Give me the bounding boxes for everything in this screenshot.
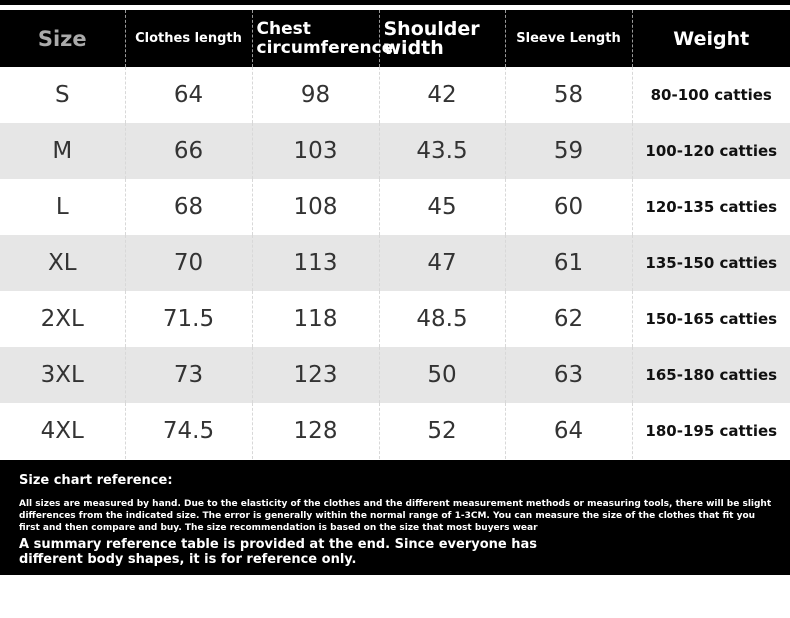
table-cell: 2XL	[40, 306, 84, 332]
table-cell: 47	[378, 235, 505, 291]
table-cell: 64	[504, 403, 632, 459]
table-cell: 60	[504, 179, 632, 235]
table-row: 2XL 71.5 118 48.5 62 150-165 catties	[0, 291, 790, 347]
table-cell: 71.5	[124, 291, 252, 347]
table-cell: S	[54, 82, 70, 108]
table-cell: 63	[504, 347, 632, 403]
table-cell: 98	[251, 67, 379, 123]
table-cell: 64	[124, 67, 252, 123]
table-cell: 128	[251, 403, 379, 459]
table-cell: 80-100 catties	[631, 67, 790, 123]
table-cell: 120-135 catties	[631, 179, 790, 235]
table-row: 4XL 74.5 128 52 64 180-195 catties	[0, 403, 790, 459]
table-cell: 70	[124, 235, 252, 291]
size-table: Size Clothes length Chest circumference Sho…	[0, 10, 790, 459]
table-cell: 180-195 catties	[631, 403, 790, 459]
note-summary: A summary reference table is provided at…	[19, 537, 538, 567]
table-cell: 74.5	[124, 403, 252, 459]
table-cell: 4XL	[40, 418, 84, 444]
table-row: L 68 108 45 60 120-135 catties	[0, 179, 790, 235]
column-header: Size	[0, 10, 125, 67]
table-cell: 73	[124, 347, 252, 403]
note-title: Size chart reference:	[19, 473, 173, 488]
table-cell: 62	[504, 291, 632, 347]
table-row: S 64 98 42 58 80-100 catties	[0, 67, 790, 123]
table-cell: 118	[251, 291, 379, 347]
note-body: All sizes are measured by hand. Due to t…	[19, 499, 772, 533]
table-cell: 150-165 catties	[631, 291, 790, 347]
note-panel: Size chart reference: All sizes are meas…	[0, 460, 790, 575]
table-cell: 43.5	[378, 123, 505, 179]
table-cell: 48.5	[378, 291, 505, 347]
table-cell: 50	[378, 347, 505, 403]
table-body: S 64 98 42 58 80-100 catties M 66 103 43.5 59 100-1…	[0, 67, 790, 459]
table-cell: 68	[124, 179, 252, 235]
column-header: Shoulder width	[378, 10, 505, 67]
table-cell: XL	[0, 235, 125, 291]
table-cell: 103	[251, 123, 379, 179]
table-cell: 58	[504, 67, 632, 123]
table-cell: 100-120 catties	[631, 123, 790, 179]
table-cell: 45	[378, 179, 505, 235]
table-cell: 123	[251, 347, 379, 403]
column-header: Weight	[631, 10, 790, 67]
table-row: M 66 103 43.5 59 100-120 catties	[0, 123, 790, 179]
table-cell: L	[55, 194, 69, 220]
table-cell: 165-180 catties	[631, 347, 790, 403]
table-cell: 108	[251, 179, 379, 235]
header-row: Size Clothes length Chest circumference Sho…	[0, 10, 790, 67]
column-header: Clothes length	[124, 10, 252, 67]
table-cell: 42	[378, 67, 505, 123]
table-row: XL 70 113 47 61 135-150 catties	[0, 235, 790, 291]
table-cell: 52	[378, 403, 505, 459]
table-cell: 113	[251, 235, 379, 291]
top-bar	[0, 0, 790, 5]
table-row: 3XL 73 123 50 63 165-180 catties	[0, 347, 790, 403]
table-cell: 135-150 catties	[631, 235, 790, 291]
table-cell: M	[0, 123, 125, 179]
column-header: Chest circumference	[251, 10, 393, 67]
table-cell: 3XL	[0, 347, 125, 403]
table-cell: 59	[504, 123, 632, 179]
table-cell: 61	[504, 235, 632, 291]
table-cell: 66	[124, 123, 252, 179]
column-header: Sleeve Length	[504, 10, 632, 67]
